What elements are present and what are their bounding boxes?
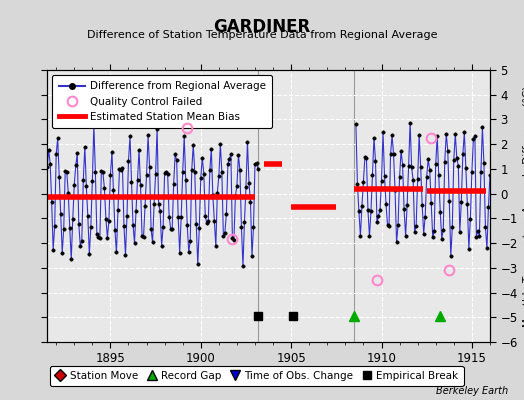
Y-axis label: Monthly Temperature Anomaly Difference (°C): Monthly Temperature Anomaly Difference (…: [523, 85, 524, 327]
Text: Berkeley Earth: Berkeley Earth: [436, 386, 508, 396]
Text: Difference of Station Temperature Data from Regional Average: Difference of Station Temperature Data f…: [87, 30, 437, 40]
Legend: Difference from Regional Average, Quality Control Failed, Estimated Station Mean: Difference from Regional Average, Qualit…: [52, 75, 272, 128]
Legend: Station Move, Record Gap, Time of Obs. Change, Empirical Break: Station Move, Record Gap, Time of Obs. C…: [50, 366, 464, 386]
Text: GARDINER: GARDINER: [213, 18, 311, 36]
